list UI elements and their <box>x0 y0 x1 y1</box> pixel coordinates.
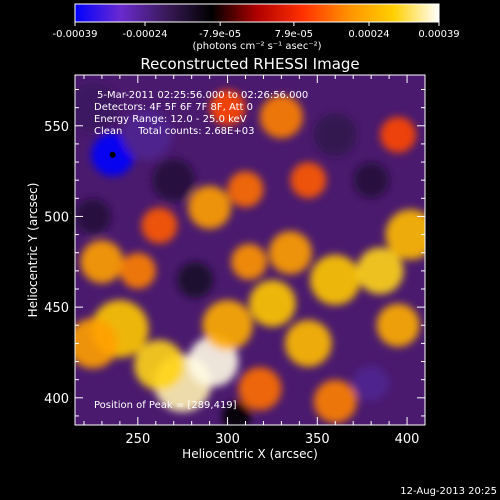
heatmap-cell <box>249 280 296 327</box>
annotation-clean: Clean Total counts: 2.68E+03 <box>94 126 254 137</box>
plot-area: 250 300 350 400 400 450 500 550 <box>44 74 426 447</box>
heatmap-cell <box>80 240 124 284</box>
heatmap-cell <box>313 379 357 423</box>
x-tick-label: 400 <box>395 432 420 447</box>
heatmap-cell <box>121 109 172 160</box>
heatmap-cell <box>152 158 196 202</box>
y-tick-label: 550 <box>44 120 69 135</box>
plot-frame <box>74 74 426 426</box>
heatmap-cell <box>177 261 214 298</box>
colorbar: -0.00039 -0.00024 -7.9e-05 7.9e-05 0.00024 0.… <box>53 3 460 52</box>
heatmap-cell <box>353 365 390 402</box>
colorbar-tick-label: -7.9e-05 <box>199 29 241 40</box>
heatmap-cell <box>313 113 357 157</box>
y-tick-label: 500 <box>44 210 69 225</box>
heatmap-cell <box>376 303 420 347</box>
heatmap-cell <box>75 318 119 369</box>
heatmap-cell <box>75 198 111 235</box>
heatmap-cell <box>202 300 253 351</box>
heatmap-cell <box>290 162 327 199</box>
colorbar-tick-label: 0.00024 <box>348 29 389 40</box>
colorbar-tick-label: -0.00039 <box>53 29 98 40</box>
heatmap-cell <box>238 367 282 411</box>
heatmap-cell <box>285 320 332 367</box>
heatmap-cell <box>134 340 185 391</box>
x-axis-label: Heliocentric X (arcsec) <box>182 447 318 461</box>
heatmap-cell <box>380 116 417 153</box>
heatmap-cell <box>209 89 246 126</box>
heatmap-cell <box>75 82 119 133</box>
peak-position-label: Position of Peak = [289,419] <box>94 400 237 411</box>
x-tick-label: 350 <box>305 432 330 447</box>
heatmap-cell <box>222 401 251 425</box>
heatmap-cell <box>141 207 178 244</box>
annotation-detectors: Detectors: 4F 5F 6F 7F 8F, Att 0 <box>94 102 253 113</box>
axis-ticks: 250 300 350 400 400 450 500 550 <box>44 75 426 447</box>
chart-title: Reconstructed RHESSI Image <box>140 55 359 73</box>
heatmap-cell <box>356 247 404 295</box>
heatmap-cell <box>310 254 361 306</box>
heatmap-cell <box>231 243 268 280</box>
colorbar-bar <box>74 3 440 23</box>
heatmap-cell <box>385 209 425 260</box>
x-tick-label: 250 <box>125 432 150 447</box>
y-axis-label: Heliocentric Y (arcsec) <box>26 183 40 318</box>
heatmap-cell <box>259 95 303 139</box>
colorbar-tick-label: -0.00024 <box>123 29 168 40</box>
colorbar-ticks: -0.00039 -0.00024 -7.9e-05 7.9e-05 0.00024 0.… <box>53 22 460 40</box>
y-tick-label: 450 <box>44 301 69 316</box>
colorbar-label: (photons cm⁻² s⁻¹ asec⁻²) <box>192 41 321 52</box>
heatmap-cell <box>119 252 156 289</box>
heatmap-layer <box>75 82 425 425</box>
annotation-energy: Energy Range: 12.0 - 25.0 keV <box>94 114 247 125</box>
heatmap-cell <box>227 171 264 208</box>
heatmap-cell <box>353 162 390 199</box>
annotation-time: 5-Mar-2011 02:25:56.000 to 02:26:56.000 <box>97 90 308 101</box>
footer-date: 12-Aug-2013 20:25 <box>400 486 497 497</box>
y-tick-label: 400 <box>44 392 69 407</box>
min-marker <box>109 151 116 158</box>
colorbar-tick-label: 7.9e-05 <box>275 29 313 40</box>
annotations: 5-Mar-2011 02:25:56.000 to 02:26:56.000 … <box>94 90 308 411</box>
x-tick-label: 300 <box>215 432 240 447</box>
colorbar-tick-label: 0.00039 <box>418 29 459 40</box>
heatmap-cell <box>188 185 232 229</box>
heatmap-cell <box>268 231 312 275</box>
marker-layer <box>109 151 116 158</box>
